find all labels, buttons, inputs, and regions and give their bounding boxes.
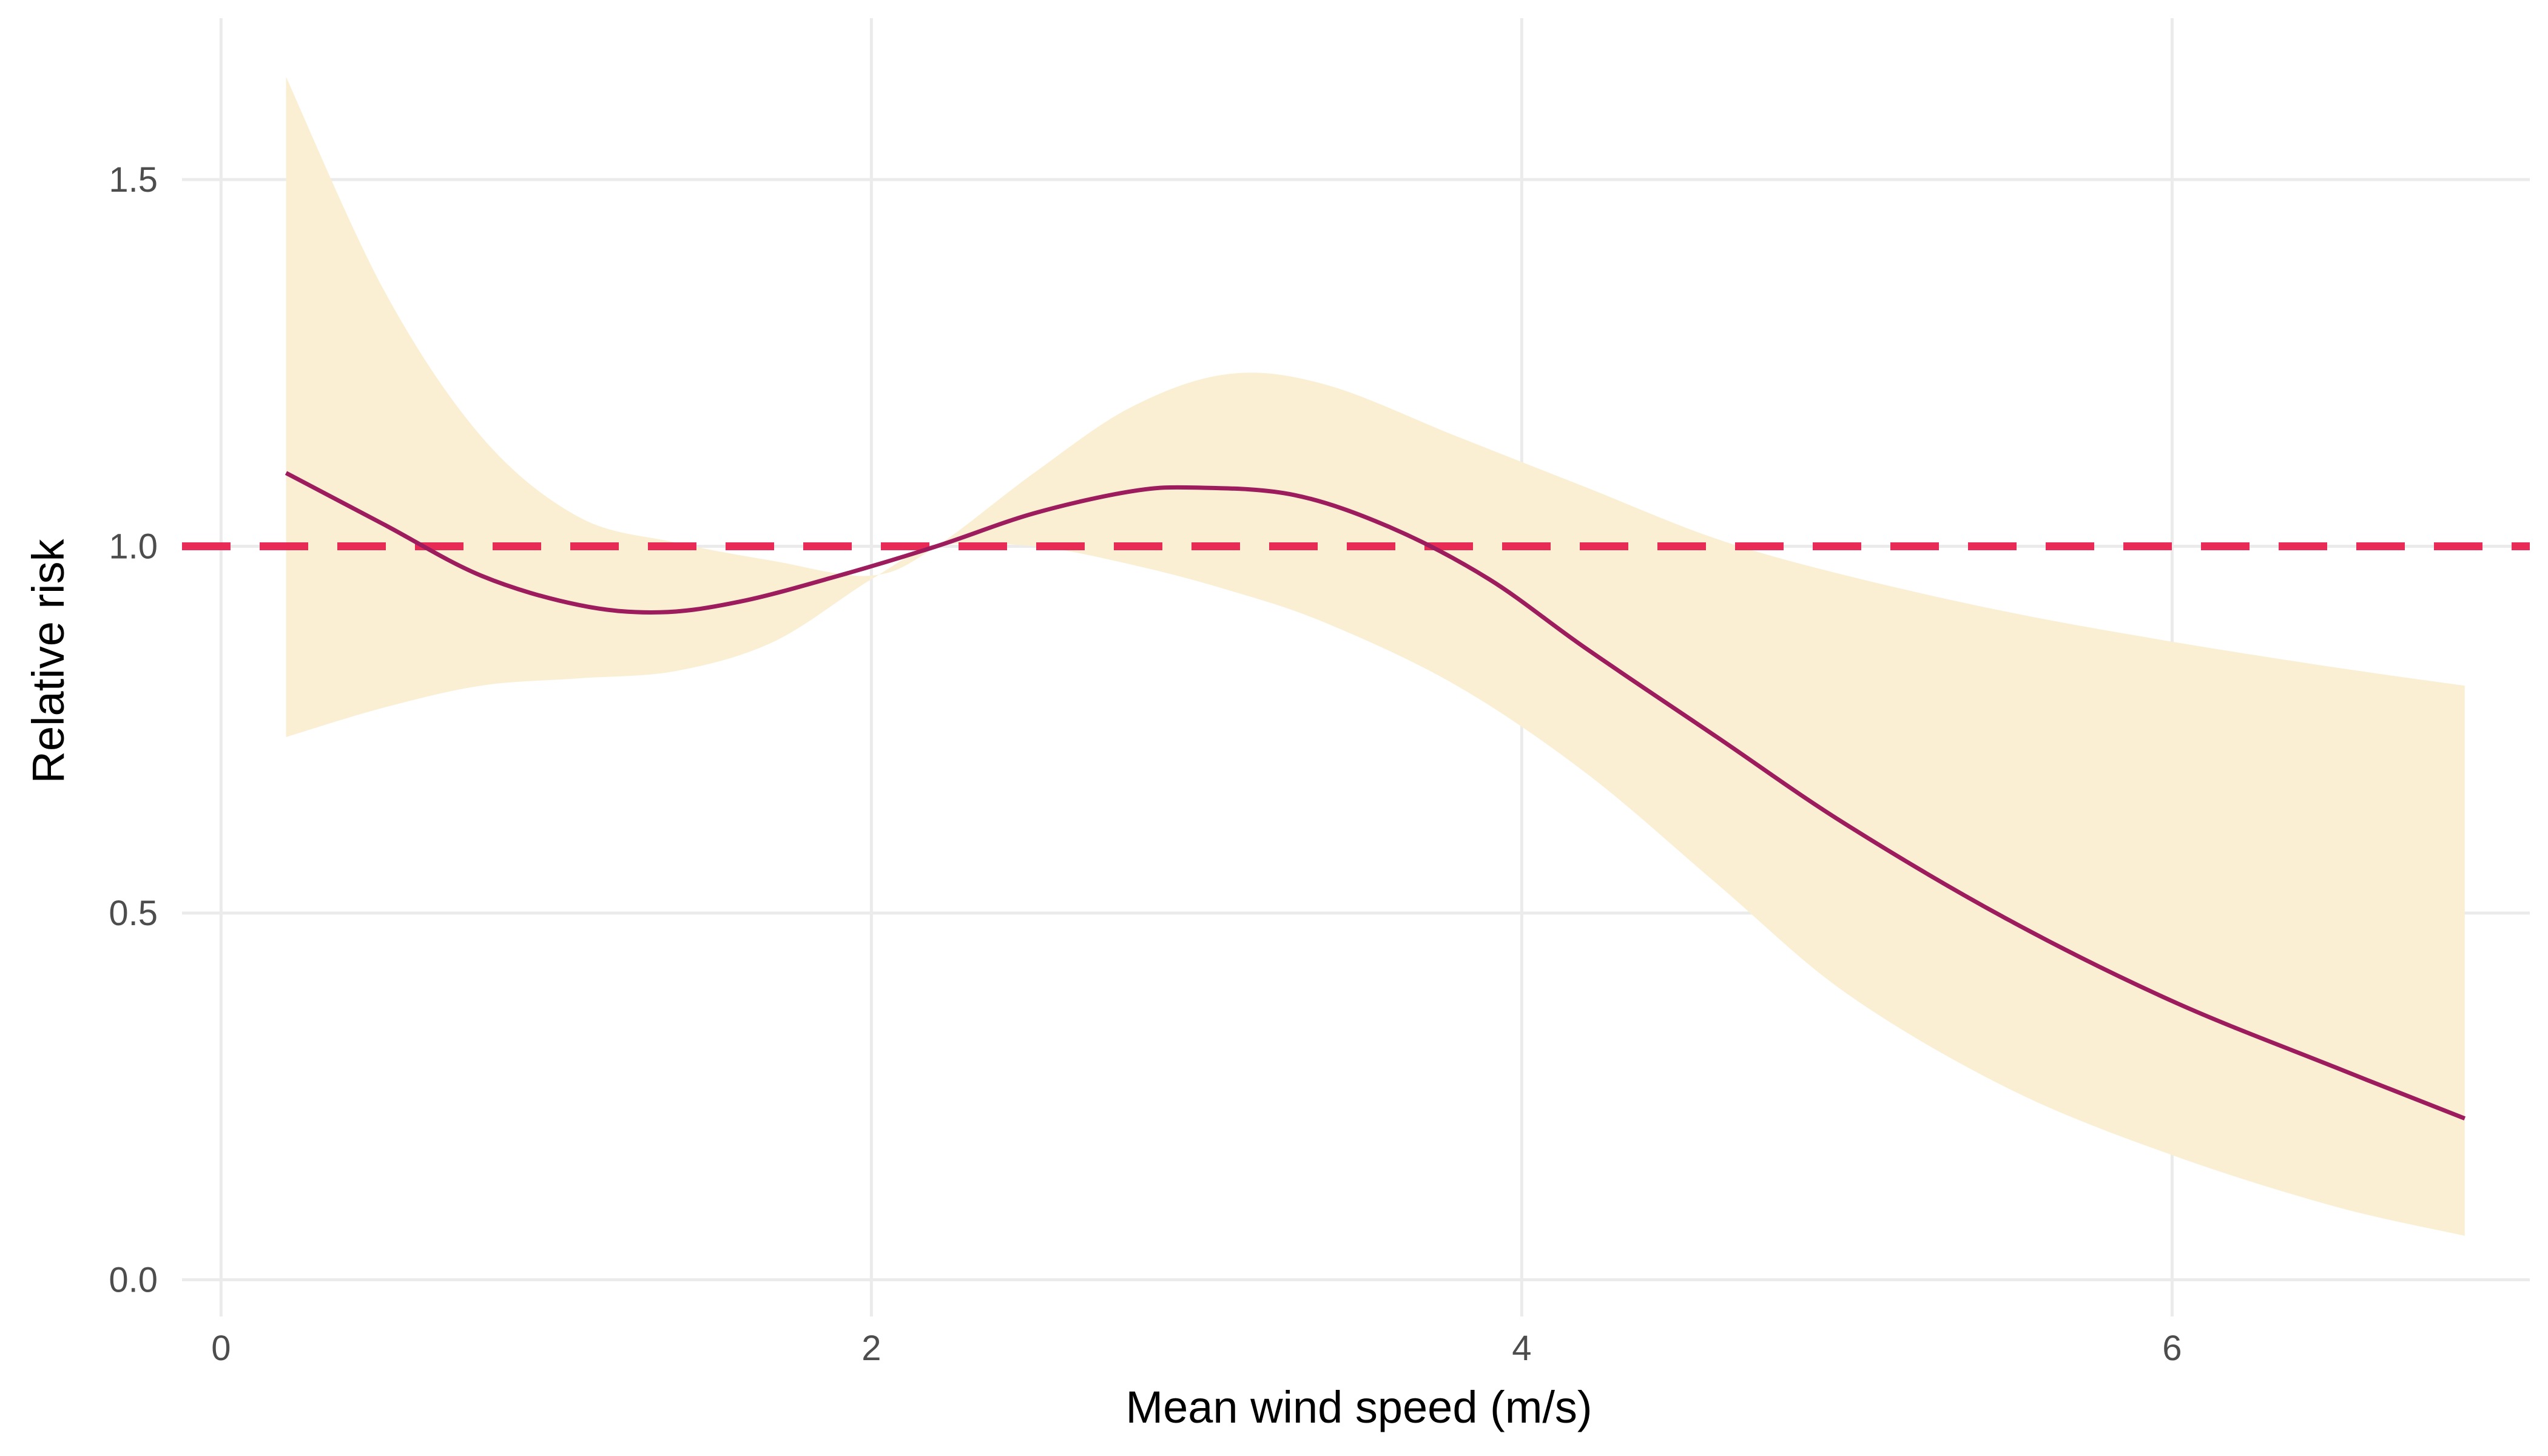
x-axis-title: Mean wind speed (m/s) <box>1125 1382 1592 1432</box>
y-tick-label: 1.0 <box>109 527 158 567</box>
tick-labels: 0 2 4 6 0.0 0.5 1.0 1.5 <box>109 160 2182 1368</box>
y-axis-title: Relative risk <box>23 539 73 784</box>
x-tick-label: 6 <box>2162 1329 2182 1368</box>
confidence-band <box>286 76 2465 1236</box>
y-tick-label: 1.5 <box>109 160 158 200</box>
x-tick-label: 4 <box>1512 1329 1531 1368</box>
y-tick-label: 0.5 <box>109 894 158 933</box>
x-tick-label: 0 <box>211 1329 231 1368</box>
y-tick-label: 0.0 <box>109 1261 158 1300</box>
risk-curve-layer <box>285 471 2466 1121</box>
confidence-band-layer <box>286 76 2465 1236</box>
x-tick-label: 2 <box>861 1329 881 1368</box>
risk-curve <box>285 471 2466 1121</box>
